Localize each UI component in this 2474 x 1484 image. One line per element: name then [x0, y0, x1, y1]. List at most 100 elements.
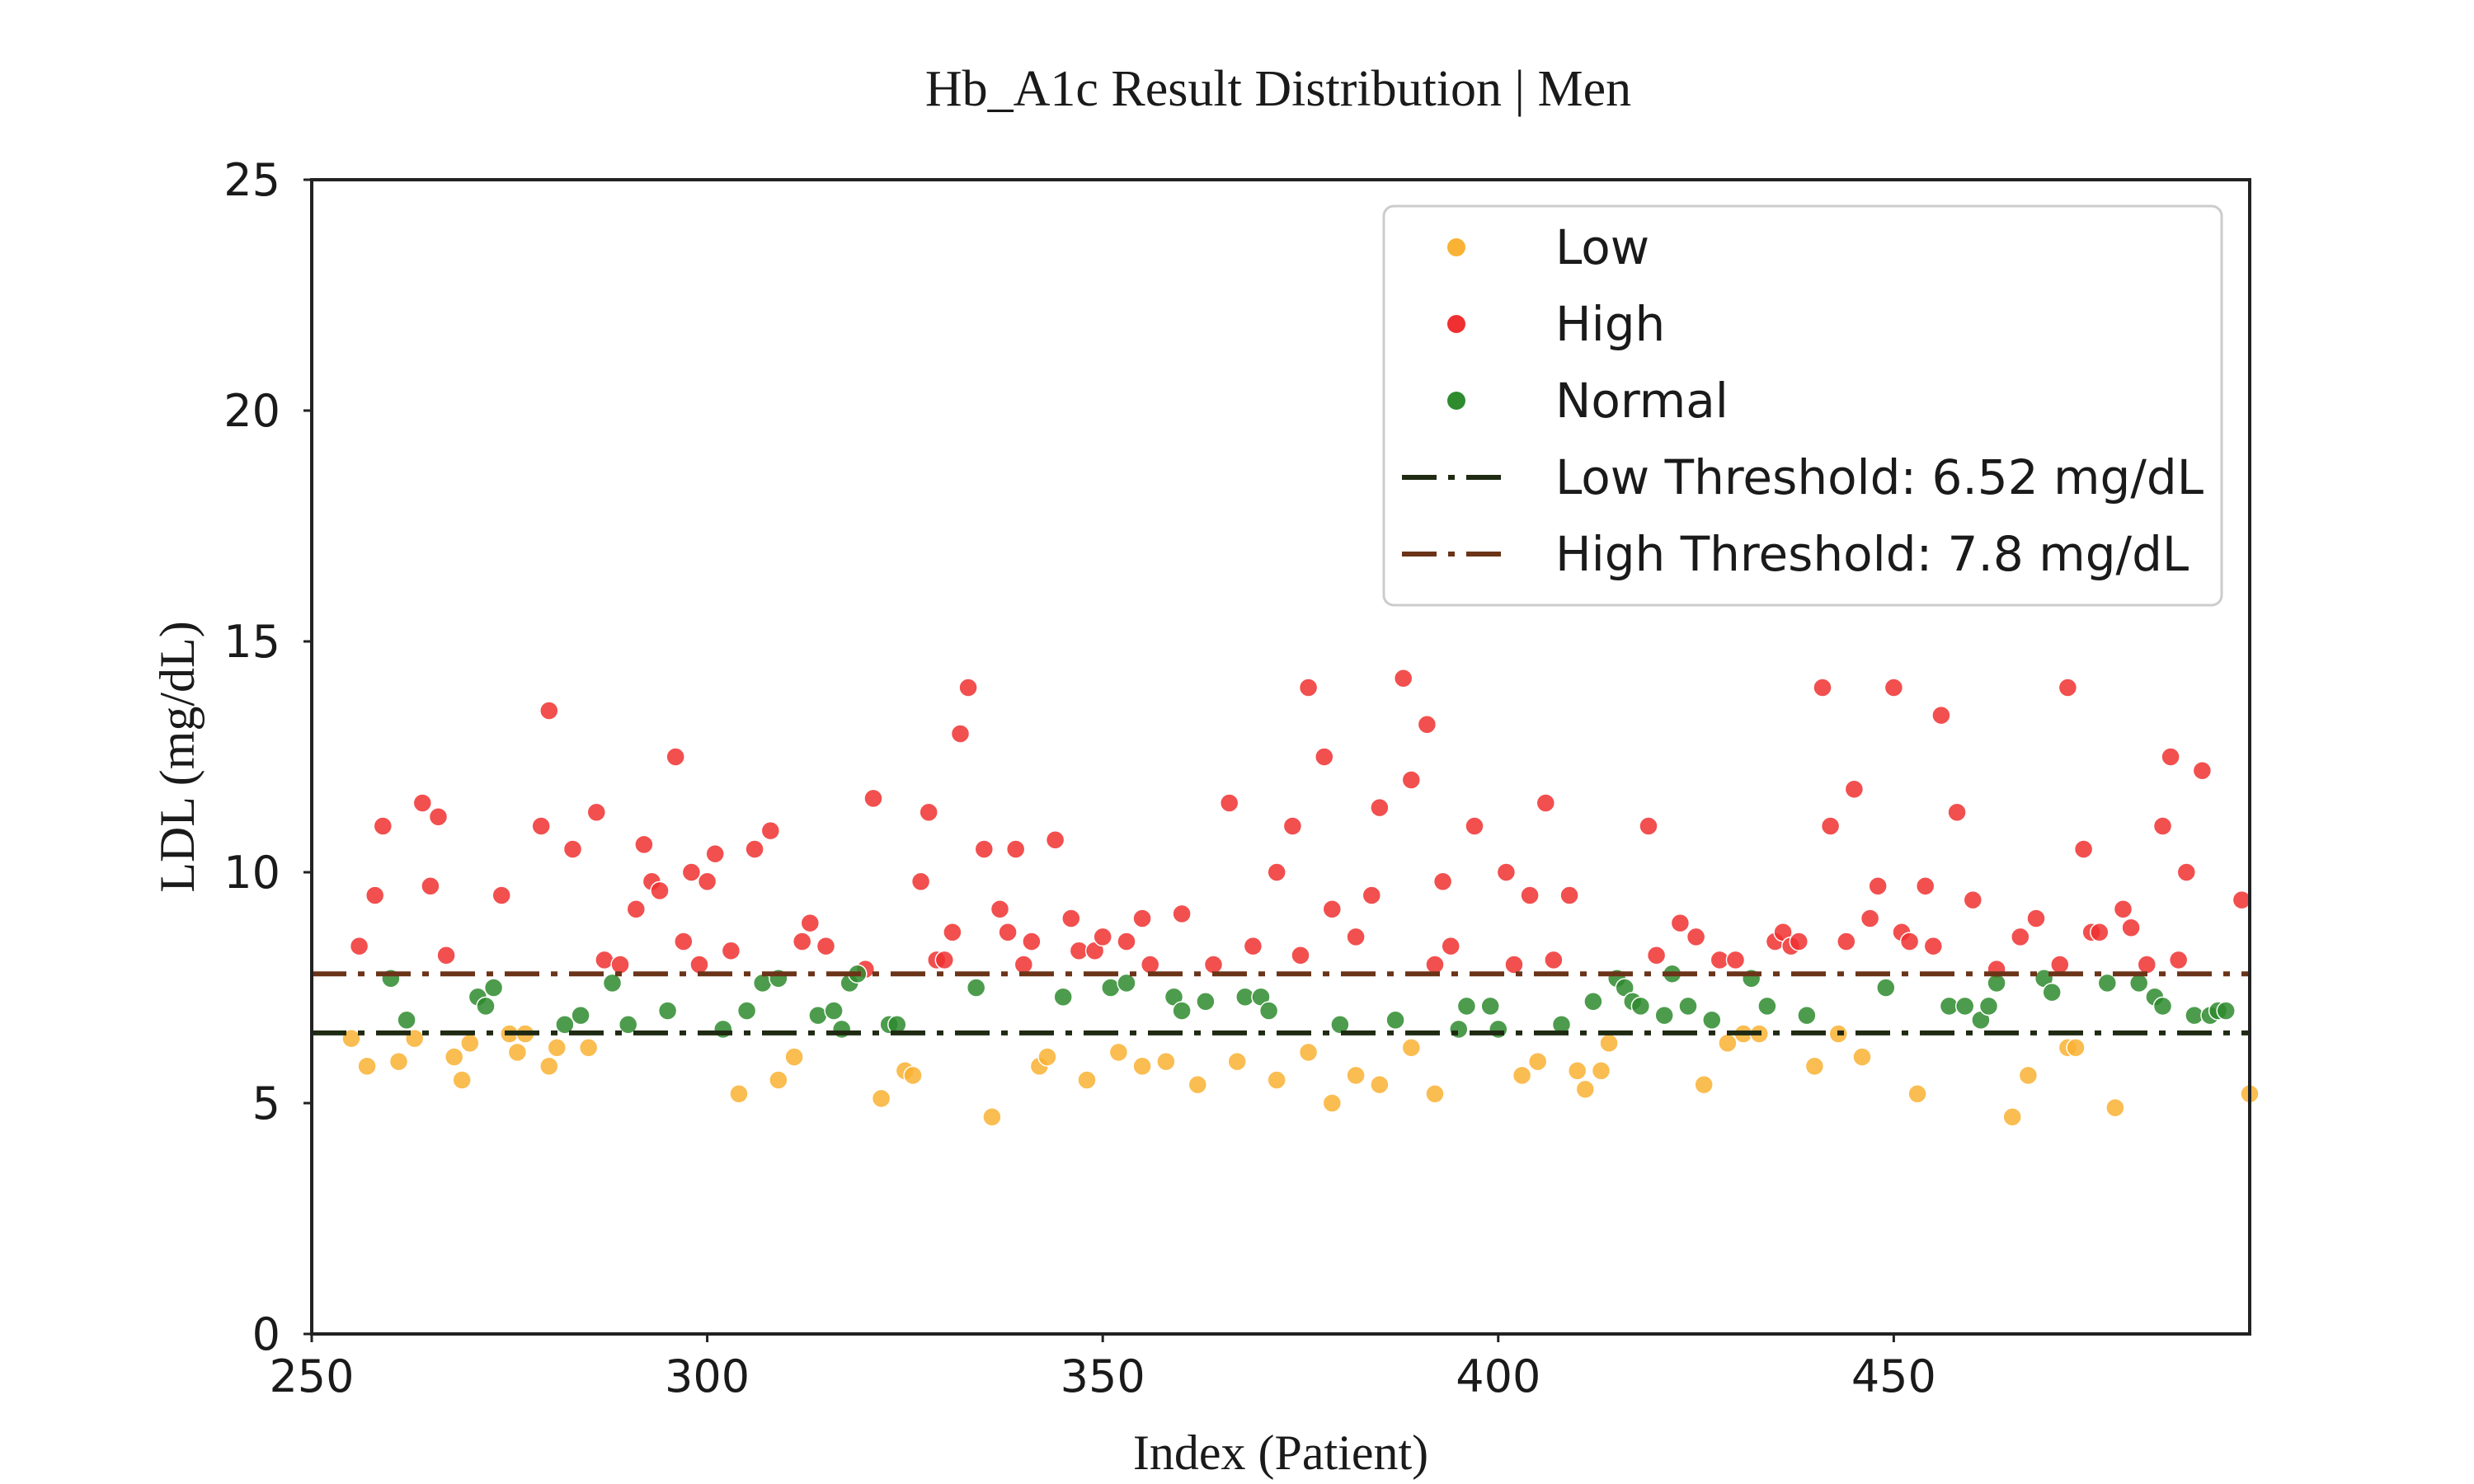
point-high-43 — [1014, 955, 1034, 974]
point-high-50 — [1117, 932, 1136, 951]
point-high-28 — [800, 913, 821, 933]
point-high-41 — [998, 923, 1018, 942]
point-low-2 — [388, 1051, 409, 1072]
point-normal-65 — [2216, 1001, 2236, 1021]
point-low-30 — [1322, 1093, 1343, 1113]
point-high-80 — [1646, 946, 1667, 965]
point-normal-6 — [571, 1005, 590, 1026]
point-low-12 — [578, 1038, 599, 1058]
point-normal-33 — [1449, 1019, 1469, 1040]
point-high-58 — [1282, 816, 1303, 836]
point-high-45 — [1045, 830, 1065, 850]
point-normal-36 — [1489, 1019, 1508, 1040]
y-tick-label-25: 25 — [223, 154, 280, 206]
point-high-54 — [1203, 955, 1224, 974]
point-low-50 — [2018, 1065, 2039, 1086]
point-normal-43 — [1654, 1005, 1674, 1026]
point-normal-34 — [1456, 996, 1477, 1017]
point-low-5 — [452, 1070, 472, 1090]
point-low-19 — [982, 1107, 1002, 1127]
point-low-16 — [871, 1088, 891, 1109]
point-low-10 — [539, 1056, 559, 1076]
point-high-112 — [2121, 918, 2141, 937]
point-low-18 — [903, 1065, 923, 1086]
point-high-93 — [1860, 909, 1880, 928]
point-high-2 — [373, 816, 393, 836]
point-low-29 — [1298, 1042, 1319, 1063]
point-normal-16 — [831, 1019, 852, 1040]
point-high-63 — [1346, 927, 1366, 947]
point-high-40 — [990, 899, 1010, 919]
point-high-37 — [950, 724, 971, 744]
point-high-31 — [863, 788, 883, 809]
point-low-38 — [1575, 1079, 1596, 1099]
x-axis-ticks: 250 300 350 400 450 — [269, 1334, 1936, 1402]
point-low-21 — [1037, 1047, 1057, 1067]
legend-marker-high — [1447, 315, 1465, 333]
point-normal-50 — [1876, 978, 1896, 998]
x-axis-title: Index (Patient) — [1133, 1425, 1428, 1480]
point-high-81 — [1670, 913, 1691, 933]
point-high-33 — [919, 802, 938, 822]
point-high-101 — [1947, 802, 1967, 822]
point-normal-9 — [657, 1001, 678, 1021]
point-high-79 — [1639, 816, 1658, 836]
point-high-59 — [1291, 946, 1310, 965]
point-high-3 — [412, 793, 433, 813]
point-high-116 — [2168, 950, 2189, 970]
x-tick-label-300: 300 — [665, 1350, 750, 1402]
point-high-46 — [1061, 909, 1081, 928]
point-high-98 — [1915, 876, 1935, 896]
point-normal-26 — [1172, 1001, 1192, 1021]
y-tick-label-10: 10 — [223, 847, 280, 899]
point-high-36 — [943, 923, 962, 942]
point-high-95 — [1884, 678, 1904, 697]
point-high-67 — [1401, 770, 1422, 790]
point-normal-57 — [2042, 982, 2062, 1003]
point-normal-27 — [1196, 992, 1216, 1012]
x-tick-label-350: 350 — [1061, 1350, 1145, 1402]
point-high-18 — [666, 747, 685, 767]
point-normal-32 — [1385, 1010, 1405, 1030]
point-normal-8 — [618, 1015, 638, 1035]
point-high-1 — [365, 885, 385, 905]
point-normal-10 — [713, 1019, 733, 1040]
point-high-104 — [2011, 927, 2030, 947]
point-low-49 — [2002, 1107, 2022, 1127]
y-tick-label-0: 0 — [252, 1308, 280, 1360]
point-normal-4 — [483, 978, 504, 998]
point-high-107 — [2058, 678, 2078, 697]
point-low-41 — [1694, 1074, 1714, 1095]
point-high-7 — [492, 885, 511, 905]
point-high-24 — [721, 941, 741, 960]
point-high-100 — [1931, 705, 1951, 726]
point-high-84 — [1725, 950, 1746, 970]
legend-box — [1382, 204, 2223, 607]
point-low-15 — [784, 1047, 804, 1067]
point-low-14 — [769, 1070, 788, 1090]
point-high-72 — [1465, 816, 1484, 836]
point-low-37 — [1567, 1061, 1587, 1081]
point-high-91 — [1837, 932, 1856, 951]
point-high-17 — [650, 881, 670, 901]
point-high-75 — [1520, 885, 1540, 905]
point-high-26 — [760, 820, 781, 841]
point-high-25 — [745, 839, 764, 859]
point-high-13 — [610, 955, 630, 974]
point-high-97 — [1899, 932, 1920, 951]
legend-label-low-threshold: Low Threshold: 6.52 mg/dL — [1555, 449, 2204, 505]
y-tick-label-5: 5 — [252, 1078, 280, 1129]
point-high-65 — [1370, 797, 1390, 818]
point-normal-3 — [476, 996, 496, 1017]
point-high-73 — [1496, 862, 1517, 882]
point-low-24 — [1132, 1056, 1152, 1076]
point-high-114 — [2152, 816, 2173, 836]
point-high-68 — [1417, 715, 1437, 735]
point-low-22 — [1077, 1070, 1097, 1090]
point-low-13 — [729, 1084, 749, 1104]
y-tick-label-20: 20 — [223, 385, 280, 437]
point-normal-7 — [602, 973, 623, 993]
point-high-38 — [958, 678, 978, 697]
point-normal-22 — [1053, 987, 1073, 1007]
point-low-47 — [1852, 1047, 1872, 1067]
